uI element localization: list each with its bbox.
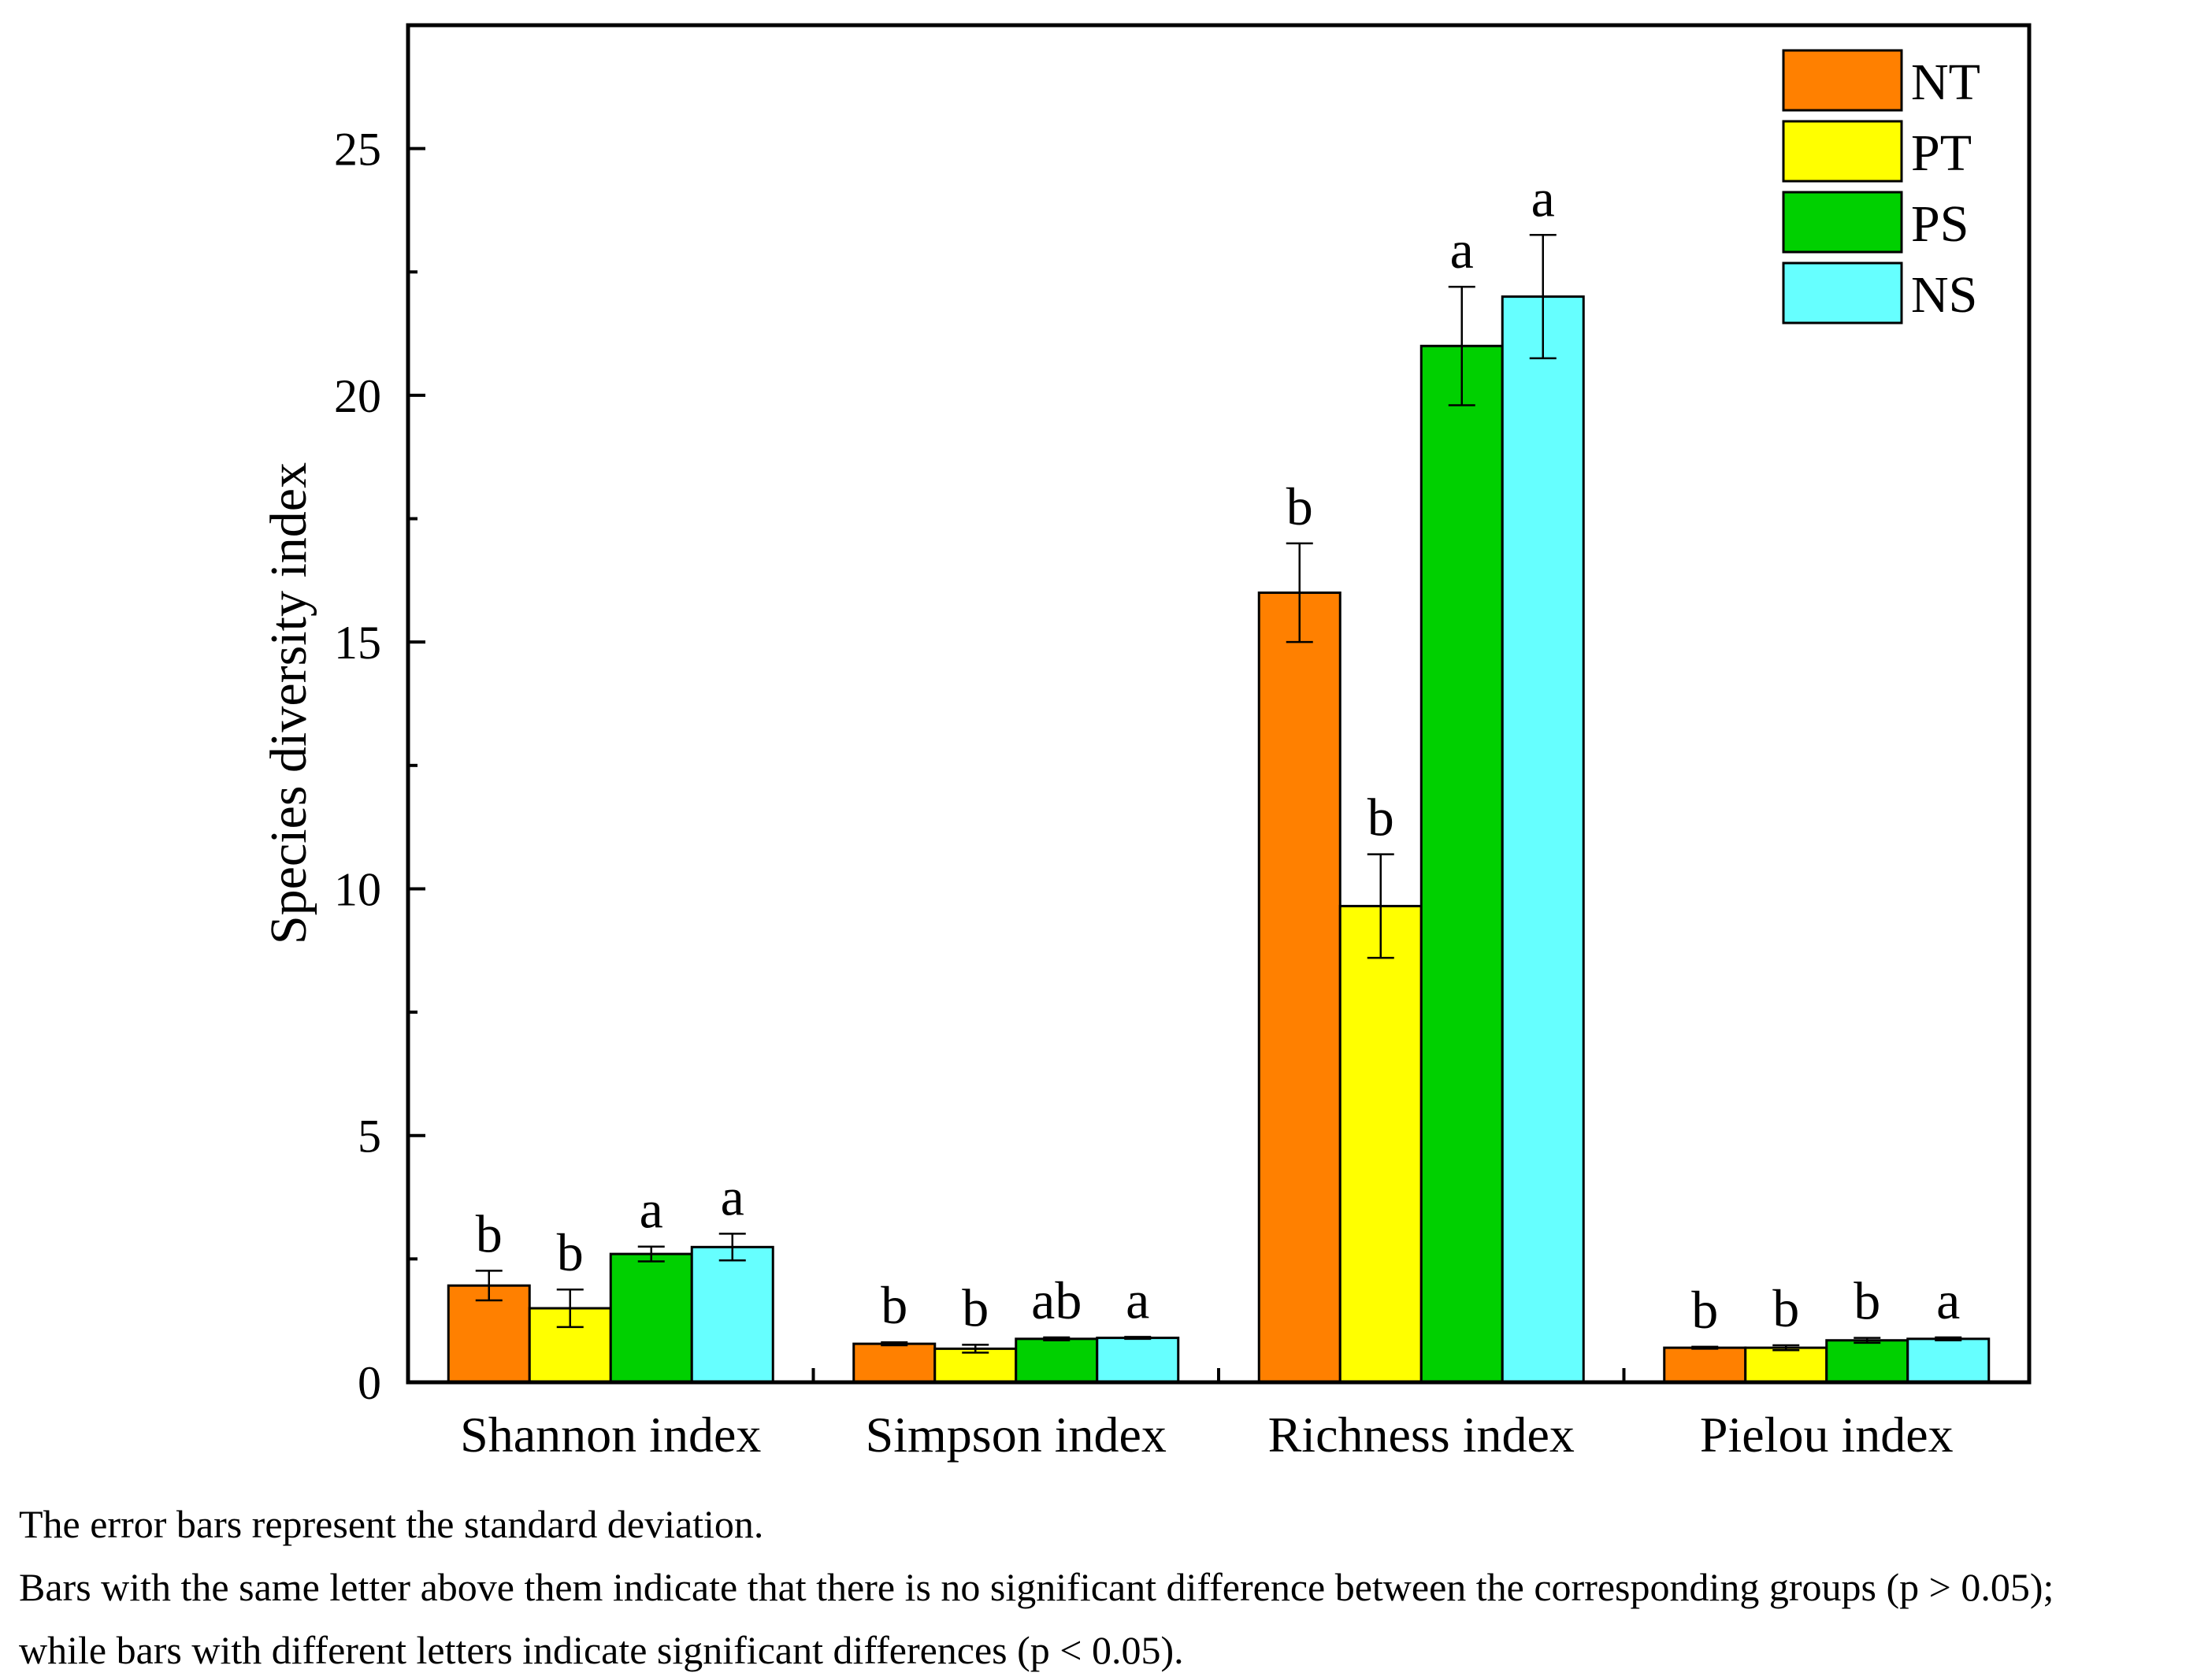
significance-letter: b (1367, 788, 1394, 847)
significance-letter: b (476, 1203, 503, 1263)
legend-swatch-pt (1782, 120, 1903, 183)
note-error-bars: The error bars represent the standard de… (19, 1502, 764, 1546)
significance-letter: b (1854, 1271, 1880, 1331)
bar-ps (1825, 1339, 1909, 1384)
y-tick-label: 0 (358, 1357, 381, 1409)
legend-label-pt: PT (1911, 124, 1972, 182)
x-category-label: Pielou index (1700, 1407, 1954, 1463)
bar-ns (690, 1245, 774, 1384)
note-different-letters: while bars with different letters indica… (19, 1628, 1184, 1672)
y-tick-label: 10 (334, 863, 381, 915)
legend-swatch-ns (1782, 261, 1903, 325)
y-tick-label: 20 (334, 370, 381, 422)
bar-nt (1663, 1346, 1747, 1384)
significance-letter: b (881, 1275, 907, 1335)
significance-letter: b (962, 1278, 989, 1337)
significance-letter: a (1450, 220, 1474, 280)
significance-letter: a (721, 1166, 744, 1226)
significance-letter: ab (1031, 1270, 1082, 1330)
bar-ps (609, 1252, 693, 1384)
significance-letter: b (1286, 477, 1313, 536)
legend-label-ns: NS (1911, 266, 1977, 324)
x-category-label: Richness index (1268, 1407, 1575, 1463)
significance-letter: a (640, 1180, 663, 1240)
bar-ps (1015, 1337, 1099, 1384)
bar-ns (1501, 295, 1585, 1384)
legend-swatch-nt (1782, 49, 1903, 112)
significance-letter: b (1691, 1280, 1718, 1340)
bar-pt (933, 1347, 1018, 1384)
legend-swatch-ps (1782, 191, 1903, 254)
significance-letter: b (557, 1222, 584, 1282)
x-category-label: Shannon index (460, 1407, 761, 1463)
bar-nt (1257, 592, 1341, 1384)
plot-frame (406, 23, 2032, 1385)
significance-letter: a (1126, 1270, 1149, 1330)
bar-nt (447, 1284, 531, 1384)
significance-letter: b (1772, 1278, 1799, 1338)
significance-letter: a (1531, 168, 1555, 228)
bar-ns (1096, 1337, 1180, 1384)
significance-letter: a (1936, 1270, 1960, 1330)
bar-pt (1338, 904, 1423, 1384)
y-tick-label: 25 (334, 124, 381, 176)
x-category-label: Simpson index (866, 1407, 1167, 1463)
bar-nt (852, 1342, 937, 1384)
y-axis-title: Species diversity index (260, 462, 317, 944)
legend-label-ps: PS (1911, 195, 1969, 253)
y-tick-label: 5 (358, 1111, 381, 1163)
bar-ns (1906, 1337, 1991, 1384)
bar-ps (1419, 344, 1504, 1384)
legend: NT PT PS NS (1782, 49, 1980, 325)
bar-pt (1744, 1346, 1828, 1384)
note-same-letter: Bars with the same letter above them ind… (19, 1565, 2054, 1609)
legend-label-nt: NT (1911, 54, 1980, 111)
y-tick-label: 15 (334, 617, 381, 669)
